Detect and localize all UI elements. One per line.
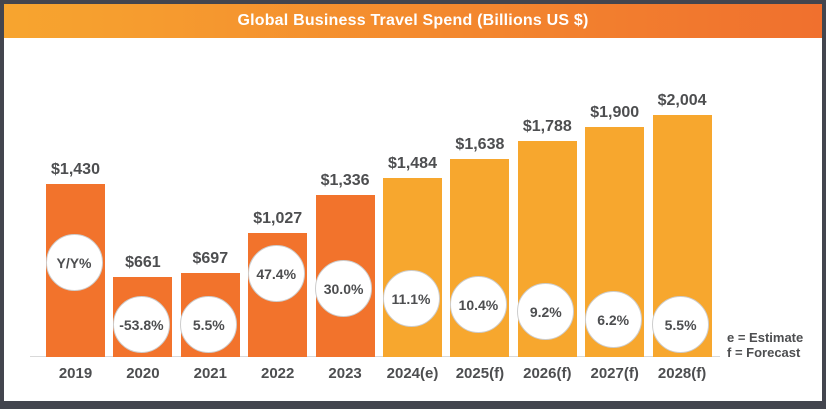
yoy-badge: 6.2% [584,291,642,348]
bar-value-label: $1,638 [455,136,505,153]
yoy-label: 5.5% [192,316,225,333]
bar-value-label: $1,336 [320,172,370,189]
yoy-badge: -53.8% [112,296,170,353]
bar-group: $1,336 30.0% 2023 [295,4,395,382]
yoy-badge: 47.4% [247,245,305,302]
x-axis-label: 2020 [126,365,160,382]
yoy-badge: 10.4% [449,276,507,333]
yoy-badge: Y/Y% [45,234,103,291]
chart-title: Global Business Travel Spend (Billions U… [237,12,589,29]
yoy-label: Y/Y% [56,254,92,271]
bar-value-label: $2,004 [657,92,707,109]
yoy-badge: 5.5% [652,296,710,353]
plot-area: $1,430 Y/Y% 2019 $661 -53.8% 2020 $697 5… [4,4,822,382]
bar-value-label: $1,027 [253,210,303,227]
x-axis-label: 2019 [58,365,93,382]
bar-value-label: $661 [125,254,161,271]
legend-forecast-note: f = Forecast [727,345,801,360]
yoy-label: 47.4% [256,265,297,282]
x-axis-label: 2025(f) [455,365,505,382]
yoy-label: 30.0% [323,280,364,297]
bar-value-label: $697 [192,250,229,267]
bar-group: $1,900 6.2% 2027(f) [565,4,665,382]
yoy-label: -53.8% [119,316,164,333]
bar-group: $1,430 Y/Y% 2019 [26,4,126,382]
bar-group: $1,484 11.1% 2024(e) [363,4,463,382]
bar-group: $661 -53.8% 2020 [93,4,193,382]
bar-group: $1,638 10.4% 2025(f) [430,4,530,382]
x-axis-label: 2023 [328,365,362,382]
bar [383,178,442,357]
x-axis-label: 2028(f) [657,365,707,382]
x-axis-label: 2022 [261,365,295,382]
yoy-label: 6.2% [597,311,630,328]
bar-group: $697 5.5% 2021 [160,4,260,382]
bar-value-label: $1,900 [590,104,640,121]
bar-group: $1,027 47.4% 2022 [228,4,328,382]
yoy-badge: 30.0% [315,260,373,317]
yoy-label: 10.4% [458,296,499,313]
chart-header: Global Business Travel Spend (Billions U… [4,4,822,38]
x-axis-line [30,356,720,357]
x-axis-label: 2021 [193,365,227,382]
legend: e = Estimate f = Forecast [727,330,803,360]
bar-value-label: $1,788 [522,118,572,135]
bar-group: $2,004 5.5% 2028(f) [632,4,732,382]
yoy-badge: 9.2% [517,283,575,340]
x-axis-label: 2024(e) [386,365,439,382]
bar-value-label: $1,430 [51,161,100,178]
legend-estimate-note: e = Estimate [727,330,804,345]
x-axis-label: 2027(f) [590,365,639,382]
bar-group: $1,788 9.2% 2026(f) [497,4,597,382]
yoy-badge: 5.5% [180,296,238,353]
x-axis-label: 2026(f) [523,365,572,382]
yoy-label: 9.2% [529,303,562,320]
yoy-label: 5.5% [664,316,697,333]
chart-canvas: Global Business Travel Spend (Billions U… [4,4,822,401]
bar-value-label: $1,484 [388,155,437,172]
yoy-badge: 11.1% [382,270,440,327]
yoy-label: 11.1% [391,290,431,307]
